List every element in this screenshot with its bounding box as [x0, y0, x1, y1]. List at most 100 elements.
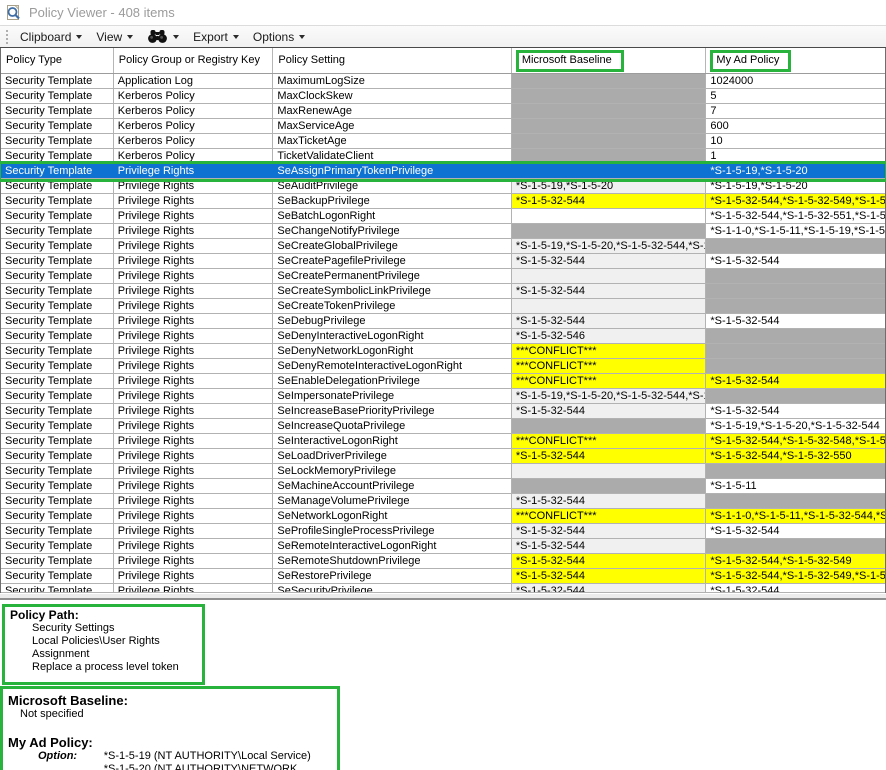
table-row[interactable]: Security Template Kerberos Policy MaxSer…	[1, 119, 885, 134]
cell-microsoft-baseline: ***CONFLICT***	[511, 344, 707, 358]
cell-policy-group: Privilege Rights	[114, 464, 274, 478]
cell-my-ad-policy	[706, 329, 885, 343]
cell-my-ad-policy: *S-1-5-32-544,*S-1-5-32-548,*S-1-5-3...	[706, 434, 885, 448]
cell-policy-type: Security Template	[1, 209, 114, 223]
options-menu-button[interactable]: Options	[246, 27, 312, 47]
cell-policy-setting: SeInteractiveLogonRight	[273, 434, 512, 448]
annotation-box-baseline-header: Microsoft Baseline	[515, 50, 624, 72]
table-row[interactable]: Security Template Application Log Maximu…	[1, 74, 885, 89]
table-row[interactable]: Security Template Privilege Rights SeNet…	[1, 509, 885, 524]
ad-policy-section-title: My Ad Policy:	[8, 735, 93, 750]
table-row[interactable]: Security Template Privilege Rights SeMan…	[1, 494, 885, 509]
cell-policy-type: Security Template	[1, 149, 114, 163]
cell-policy-type: Security Template	[1, 119, 114, 133]
cell-policy-group: Privilege Rights	[114, 164, 274, 178]
table-row[interactable]: Security Template Privilege Rights SeCre…	[1, 254, 885, 269]
cell-my-ad-policy: *S-1-5-32-544	[706, 584, 885, 592]
table-row[interactable]: Security Template Privilege Rights SeDen…	[1, 344, 885, 359]
table-row[interactable]: Security Template Privilege Rights SeEna…	[1, 374, 885, 389]
column-header-policy-group[interactable]: Policy Group or Registry Key	[114, 48, 274, 73]
table-row[interactable]: Security Template Privilege Rights SeCha…	[1, 224, 885, 239]
table-row[interactable]: Security Template Privilege Rights SeCre…	[1, 284, 885, 299]
column-header-microsoft-baseline[interactable]: Microsoft Baseline	[512, 48, 707, 73]
table-row[interactable]: Security Template Privilege Rights SeDen…	[1, 359, 885, 374]
cell-my-ad-policy: *S-1-5-32-544	[706, 314, 885, 328]
cell-my-ad-policy: *S-1-5-19,*S-1-5-20	[706, 179, 885, 193]
table-row[interactable]: Security Template Privilege Rights SeMac…	[1, 479, 885, 494]
cell-policy-type: Security Template	[1, 374, 114, 388]
cell-policy-type: Security Template	[1, 104, 114, 118]
cell-microsoft-baseline: *S-1-5-19,*S-1-5-20,*S-1-5-32-544,*S-1..…	[511, 239, 707, 253]
table-row[interactable]: Security Template Privilege Rights SeDen…	[1, 329, 885, 344]
cell-my-ad-policy	[706, 299, 885, 313]
table-row[interactable]: Security Template Privilege Rights SeLoc…	[1, 464, 885, 479]
cell-policy-group: Kerberos Policy	[114, 134, 274, 148]
splitter-handle[interactable]	[0, 593, 886, 600]
cell-policy-type: Security Template	[1, 239, 114, 253]
table-row[interactable]: Security Template Privilege Rights SeRem…	[1, 539, 885, 554]
table-row[interactable]: Security Template Privilege Rights SeRes…	[1, 569, 885, 584]
window-title: Policy Viewer - 408 items	[29, 5, 175, 20]
table-row[interactable]: Security Template Privilege Rights SeCre…	[1, 299, 885, 314]
view-menu-button[interactable]: View	[89, 27, 140, 47]
cell-microsoft-baseline: *S-1-5-32-544	[511, 284, 707, 298]
table-row[interactable]: Security Template Privilege Rights SeSec…	[1, 584, 885, 593]
export-menu-button[interactable]: Export	[186, 27, 246, 47]
table-row[interactable]: Security Template Privilege Rights SeRem…	[1, 554, 885, 569]
policy-path-line: Local Policies\User Rights Assignment	[32, 635, 160, 660]
column-header-policy-setting[interactable]: Policy Setting	[273, 48, 512, 73]
view-menu-label: View	[96, 29, 123, 44]
table-row[interactable]: Security Template Privilege Rights SeBac…	[1, 194, 885, 209]
cell-microsoft-baseline: *S-1-5-32-544	[511, 314, 707, 328]
table-row[interactable]: Security Template Privilege Rights SeBat…	[1, 209, 885, 224]
cell-policy-type: Security Template	[1, 164, 114, 178]
cell-my-ad-policy: *S-1-1-0,*S-1-5-11,*S-1-5-32-544,*S-1...	[706, 509, 885, 523]
toolbar-grip-handle[interactable]	[4, 28, 9, 45]
table-row[interactable]: Security Template Privilege Rights SeLoa…	[1, 449, 885, 464]
cell-my-ad-policy: *S-1-5-32-544	[706, 404, 885, 418]
cell-microsoft-baseline	[511, 464, 707, 478]
cell-policy-group: Kerberos Policy	[114, 149, 274, 163]
cell-policy-setting: SeIncreaseQuotaPrivilege	[273, 419, 512, 433]
table-row[interactable]: Security Template Kerberos Policy MaxTic…	[1, 134, 885, 149]
find-menu-button[interactable]	[140, 26, 186, 47]
cell-my-ad-policy: 5	[706, 89, 885, 103]
cell-policy-group: Privilege Rights	[114, 269, 274, 283]
clipboard-menu-button[interactable]: Clipboard	[13, 27, 89, 47]
cell-policy-setting: SeAssignPrimaryTokenPrivilege	[273, 164, 512, 178]
table-row[interactable]: Security Template Privilege Rights SeInc…	[1, 419, 885, 434]
table-row[interactable]: Security Template Kerberos Policy MaxRen…	[1, 104, 885, 119]
table-row[interactable]: Security Template Privilege Rights SeAud…	[1, 179, 885, 194]
table-row-selected[interactable]: Security Template Privilege Rights SeAss…	[0, 161, 886, 182]
table-row[interactable]: Security Template Privilege Rights SeImp…	[1, 389, 885, 404]
cell-policy-setting: SeCreatePermanentPrivilege	[273, 269, 512, 283]
table-row[interactable]: Security Template Kerberos Policy Ticket…	[1, 149, 885, 164]
table-row[interactable]: Security Template Privilege Rights SePro…	[1, 524, 885, 539]
cell-my-ad-policy: *S-1-5-32-544,*S-1-5-32-550	[706, 449, 885, 463]
cell-policy-group: Application Log	[114, 74, 274, 88]
cell-policy-setting: SeRemoteInteractiveLogonRight	[273, 539, 512, 553]
cell-policy-setting: SeLoadDriverPrivilege	[273, 449, 512, 463]
column-header-my-ad-policy[interactable]: My Ad Policy	[706, 48, 885, 73]
cell-microsoft-baseline: ***CONFLICT***	[511, 509, 707, 523]
column-header-policy-type[interactable]: Policy Type	[1, 48, 114, 73]
cell-policy-setting: SeChangeNotifyPrivilege	[273, 224, 512, 238]
table-row[interactable]: Security Template Privilege Rights SeInc…	[1, 404, 885, 419]
cell-policy-setting: MaxClockSkew	[273, 89, 512, 103]
table-row[interactable]: Security Template Privilege Rights SeDeb…	[1, 314, 885, 329]
cell-policy-setting: SeAuditPrivilege	[273, 179, 512, 193]
cell-policy-setting: SeProfileSingleProcessPrivilege	[273, 524, 512, 538]
baseline-value: Not specified	[20, 708, 84, 720]
cell-policy-setting: SeDenyRemoteInteractiveLogonRight	[273, 359, 512, 373]
table-row[interactable]: Security Template Privilege Rights SeCre…	[1, 269, 885, 284]
table-row[interactable]: Security Template Privilege Rights SeCre…	[1, 239, 885, 254]
cell-policy-setting: MaxServiceAge	[273, 119, 512, 133]
cell-policy-group: Privilege Rights	[114, 449, 274, 463]
cell-policy-group: Privilege Rights	[114, 494, 274, 508]
table-row[interactable]: Security Template Kerberos Policy MaxClo…	[1, 89, 885, 104]
cell-microsoft-baseline: *S-1-5-32-544	[511, 449, 707, 463]
cell-my-ad-policy	[706, 389, 885, 403]
cell-microsoft-baseline	[511, 104, 707, 118]
cell-microsoft-baseline	[511, 134, 707, 148]
table-row[interactable]: Security Template Privilege Rights SeInt…	[1, 434, 885, 449]
